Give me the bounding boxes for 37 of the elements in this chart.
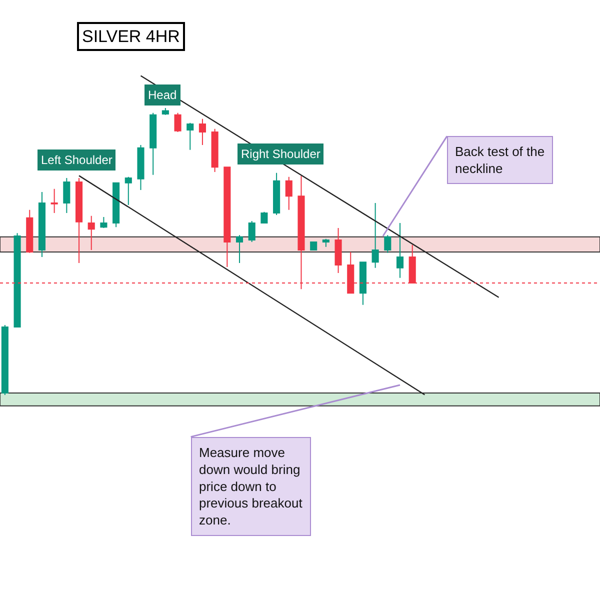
candlestick: [248, 220, 256, 243]
candlestick: [236, 234, 244, 264]
annotation: Right Shoulder: [241, 147, 320, 161]
candlestick: [75, 177, 83, 264]
candlestick: [396, 222, 404, 278]
candlestick: [224, 166, 231, 268]
candlestick: [88, 215, 95, 251]
candlestick: [384, 234, 392, 254]
candlestick: [100, 216, 108, 228]
candlestick: [162, 107, 169, 116]
candlestick: [186, 122, 194, 150]
candlestick: [359, 262, 366, 306]
candlestick: [1, 324, 8, 396]
text: Head: [148, 88, 177, 102]
candlestick: [150, 112, 157, 176]
candlestick: [14, 232, 21, 328]
text: Measure move down would bring price down to previous breakout zone.: [199, 445, 303, 528]
candlestick: [310, 242, 318, 251]
candlestick: [38, 192, 46, 258]
candlestick: [137, 144, 144, 191]
candlestick: [260, 211, 268, 224]
candlestick: [63, 177, 70, 214]
candlestick: [285, 176, 292, 210]
candlestick: [112, 182, 120, 228]
candlestick: [273, 172, 280, 216]
candlestick: [211, 128, 218, 172]
candlestick: [334, 227, 342, 274]
candlestick: [124, 176, 132, 206]
candlestick: [50, 188, 58, 214]
candlestick: [322, 238, 330, 248]
candlestick: [198, 118, 206, 146]
chart-title: SILVER 4HR: [82, 27, 180, 46]
annotation: Left Shoulder: [41, 153, 112, 167]
candlestick: [174, 112, 182, 133]
candlestick: [372, 202, 379, 268]
candlestick: [26, 209, 34, 254]
annotation: Back test of the neckline: [455, 144, 545, 176]
